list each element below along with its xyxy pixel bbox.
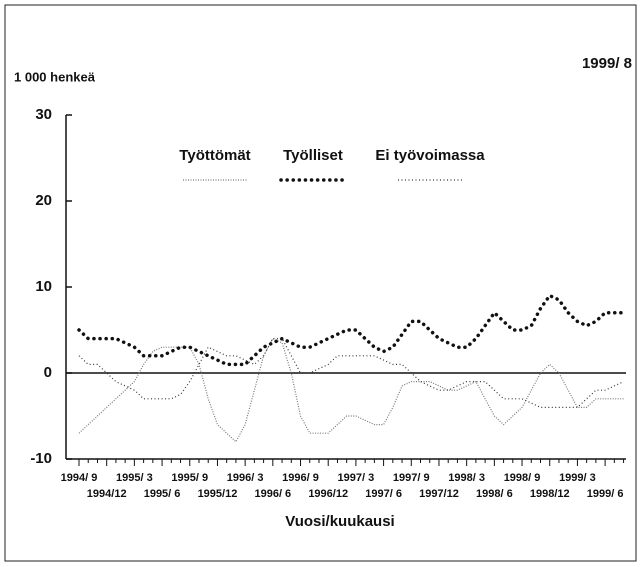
x-tick-label: 1997/ 9 bbox=[393, 472, 430, 484]
x-tick-label: 1997/ 3 bbox=[338, 472, 375, 484]
x-tick-label: 1998/ 6 bbox=[476, 488, 513, 500]
y-tick-label: 10 bbox=[35, 278, 52, 295]
y-tick-label: 30 bbox=[35, 106, 52, 123]
date-label: 1999/ 8 bbox=[582, 55, 632, 72]
x-tick-label: 1995/ 3 bbox=[116, 472, 153, 484]
series-line bbox=[77, 293, 626, 367]
x-tick-label: 1996/12 bbox=[308, 488, 348, 500]
x-tick-label: 1996/ 3 bbox=[227, 472, 264, 484]
x-tick-label: 1994/ 9 bbox=[61, 472, 98, 484]
x-tick-label: 1998/12 bbox=[530, 488, 570, 500]
legend-label: Työlliset bbox=[283, 147, 343, 164]
y-tick-label: 0 bbox=[44, 364, 52, 381]
y-tick-label: 20 bbox=[35, 192, 52, 209]
series-line bbox=[78, 337, 624, 443]
x-tick-label: 1995/ 6 bbox=[144, 488, 181, 500]
x-tick-label: 1998/ 9 bbox=[504, 472, 541, 484]
x-tick-label: 1995/12 bbox=[198, 488, 238, 500]
y-tick-label: -10 bbox=[30, 450, 52, 467]
x-tick-label: 1994/12 bbox=[87, 488, 127, 500]
x-tick-label: 1995/ 9 bbox=[171, 472, 208, 484]
x-tick-label: 1999/ 3 bbox=[559, 472, 596, 484]
x-tick-label: 1997/12 bbox=[419, 488, 459, 500]
legend-label: Työttömät bbox=[179, 147, 250, 164]
x-axis-title: Vuosi/kuukausi bbox=[285, 513, 394, 530]
x-tick-label: 1996/ 9 bbox=[282, 472, 319, 484]
unit-label: 1 000 henkeä bbox=[14, 69, 96, 84]
x-tick-label: 1996/ 6 bbox=[254, 488, 291, 500]
legend-label: Ei työvoimassa bbox=[375, 147, 485, 164]
x-tick-label: 1997/ 6 bbox=[365, 488, 402, 500]
x-tick-label: 1998/ 3 bbox=[448, 472, 485, 484]
x-tick-label: 1999/ 6 bbox=[587, 488, 624, 500]
frame bbox=[4, 4, 637, 562]
